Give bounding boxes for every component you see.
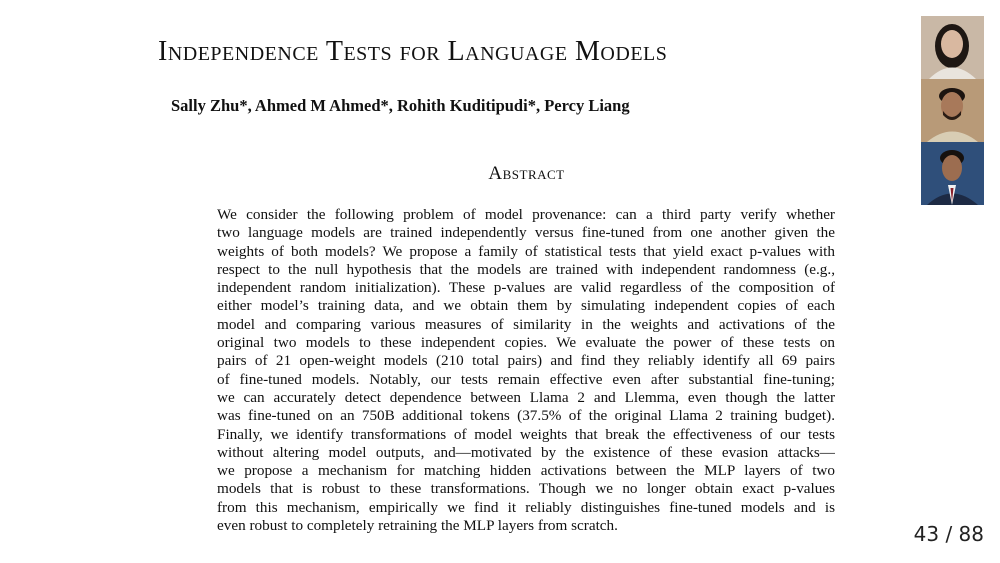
paper-title: Independence Tests for Language Models [158, 36, 668, 67]
slide-counter-current: 43 [913, 522, 940, 546]
abstract-line: We consider the following problem of mod… [217, 206, 835, 223]
slide-counter: 43 / 88 [914, 522, 984, 546]
abstract-body: We consider the following problem of mod… [217, 206, 835, 535]
abstract-line: weights of both models? We propose a fam… [217, 242, 835, 260]
author-photo-2 [921, 79, 984, 142]
abstract-line: even robust to completely retraining the… [217, 517, 618, 535]
abstract-line: of fine-tuned models. Notably, our tests… [217, 370, 835, 388]
author-photos [921, 16, 984, 205]
paper-authors: Sally Zhu*, Ahmed M Ahmed*, Rohith Kudit… [171, 96, 630, 115]
author-photo-3 [921, 142, 984, 205]
abstract-line: pairs of 21 open-weight models (210 tota… [217, 352, 835, 370]
abstract-line: models that is robust to these transform… [217, 480, 835, 498]
slide-counter-separator: / [939, 522, 959, 546]
abstract-line: we can accurately detect dependence betw… [217, 388, 835, 406]
abstract-line: original two models to these independent… [217, 334, 835, 352]
abstract-line: was fine-tuned on an 750B additional tok… [217, 407, 835, 425]
abstract-line: we propose a mechanism for matching hidd… [217, 462, 835, 480]
abstract-line: Finally, we identify transformations of … [217, 425, 835, 443]
abstract-line: independent random initialization). Thes… [217, 279, 835, 297]
abstract-line: either model’s training data, and we obt… [217, 297, 835, 315]
abstract-line: respect to the null hypothesis that the … [217, 260, 835, 278]
abstract-line: without altering model outputs, and—moti… [217, 443, 835, 461]
abstract-heading: Abstract [488, 163, 565, 184]
abstract-line: from this mechanism, empirically we find… [217, 498, 835, 516]
abstract-line: model and comparing various measures of … [217, 315, 835, 333]
abstract-line: two language models are trained independ… [217, 224, 835, 242]
slide-counter-total: 88 [958, 522, 984, 546]
author-photo-1 [921, 16, 984, 79]
